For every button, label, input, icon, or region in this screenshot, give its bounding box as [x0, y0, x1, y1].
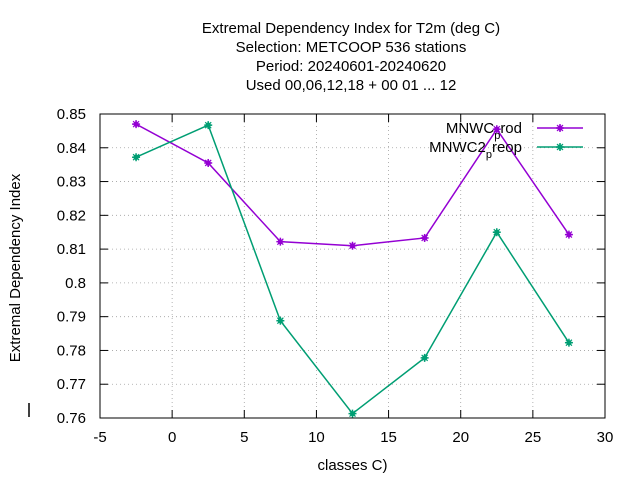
series-MNWC2_preop — [132, 121, 573, 418]
y-tick-label: 0.8 — [65, 275, 86, 292]
data-point — [348, 241, 357, 250]
data-point — [132, 120, 141, 129]
data-point — [564, 230, 573, 239]
data-point — [420, 353, 429, 362]
legend-label: MNWC2preop — [429, 139, 522, 161]
title-line: Used 00,06,12,18 + 00 01 ... 12 — [246, 77, 457, 94]
series-MNWC_prod — [132, 120, 573, 250]
data-point — [492, 125, 501, 134]
legend-label: MNWCprod — [446, 120, 522, 142]
y-tick-label: 0.85 — [57, 106, 86, 123]
y-tick-label: 0.77 — [57, 376, 86, 393]
title-line: Period: 20240601-20240620 — [256, 58, 446, 75]
data-point — [348, 409, 357, 418]
x-tick-label: 5 — [240, 429, 248, 446]
legend-item: MNWC2preop — [429, 139, 583, 161]
data-point — [204, 121, 213, 130]
y-tick-label: 0.78 — [57, 342, 86, 359]
x-axis-label: classes C) — [317, 457, 387, 474]
y-tick-label: 0.81 — [57, 241, 86, 258]
y-tick-label: 0.76 — [57, 410, 86, 427]
data-point — [276, 316, 285, 325]
grid — [100, 114, 605, 418]
title-line: Extremal Dependency Index for T2m (deg C… — [202, 20, 500, 37]
y-tick-label: 0.79 — [57, 309, 86, 326]
title-line: Selection: METCOOP 536 stations — [236, 39, 467, 56]
axis-ticks: 0.76 0.77 0.78 0.79 0.8 0.81 0.82 0.83 0.84 0.85 -… — [57, 106, 614, 446]
data-point — [556, 124, 564, 132]
y-tick-label: 0.83 — [57, 174, 86, 191]
x-tick-label: -5 — [93, 429, 106, 446]
data-point — [492, 228, 501, 237]
series-lines — [132, 120, 573, 418]
x-tick-label: 15 — [380, 429, 397, 446]
x-tick-label: 0 — [168, 429, 176, 446]
x-tick-label: 30 — [597, 429, 614, 446]
y-tick-label: 0.82 — [57, 207, 86, 224]
data-point — [564, 338, 573, 347]
x-tick-label: 20 — [452, 429, 469, 446]
data-point — [132, 153, 141, 162]
legend-item: MNWCprod — [446, 120, 583, 142]
y-tick-label: 0.84 — [57, 140, 86, 157]
data-point — [556, 143, 564, 151]
chart-title: Extremal Dependency Index for T2m (deg C… — [202, 20, 500, 94]
data-point — [276, 237, 285, 246]
series-line — [135, 124, 570, 415]
data-point — [204, 158, 213, 167]
x-tick-label: 10 — [308, 429, 325, 446]
data-point — [420, 233, 429, 242]
x-tick-label: 25 — [525, 429, 542, 446]
plot-frame — [99, 113, 606, 419]
y-axis-label: Extremal Dependency Index — [7, 173, 24, 362]
